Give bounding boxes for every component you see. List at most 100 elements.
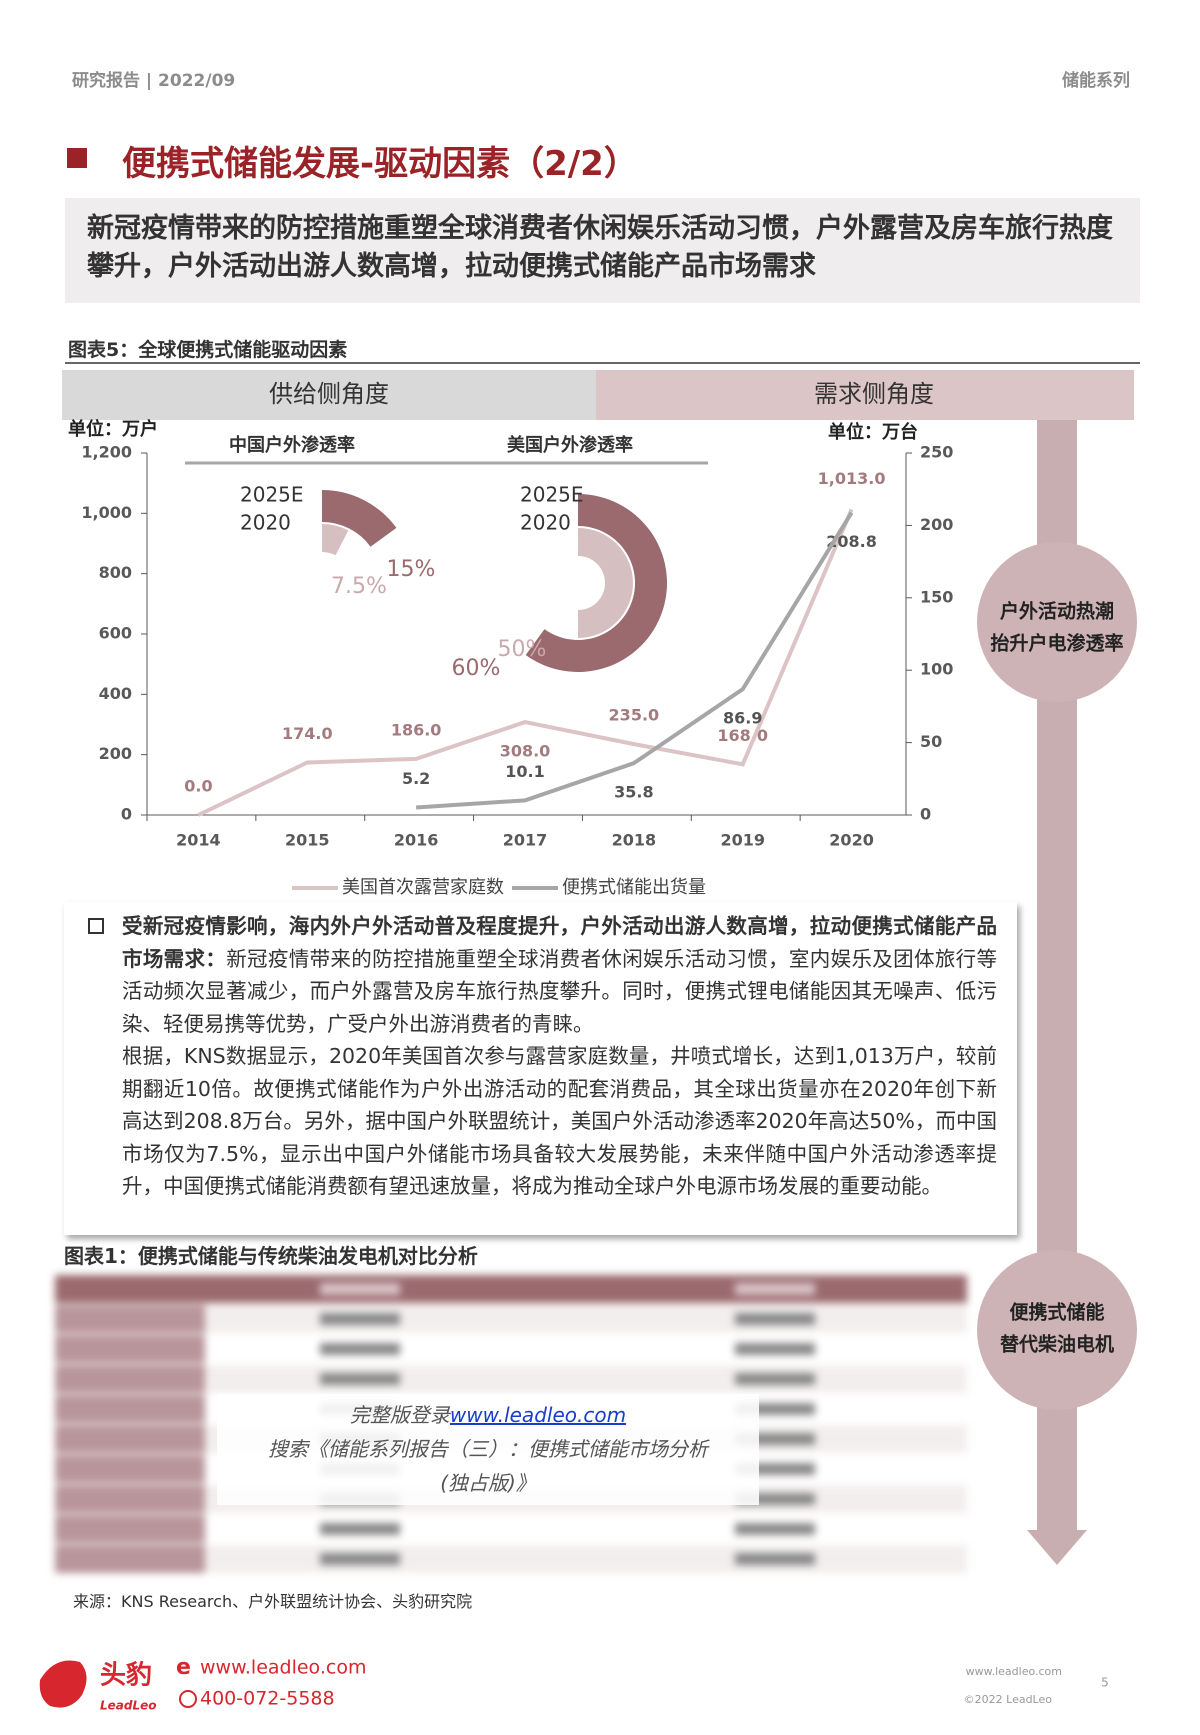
y-tick-label: 200 (99, 744, 132, 763)
watermark-prefix: 完整版登录 (349, 1403, 450, 1427)
header-right: 储能系列 (1062, 71, 1130, 91)
x-tick-label: 2020 (829, 831, 874, 850)
gauge-label: 2020 (520, 511, 571, 535)
bullet-block: 受新冠疫情影响，海内外户外活动普及程度提升，户外活动出游人数高增，拉动便携式储能… (64, 902, 1017, 1235)
blurred-cell (55, 1485, 205, 1513)
data-label: 235.0 (609, 706, 660, 725)
y2-tick-label: 200 (920, 515, 953, 534)
figure-caption: 图表1：便携式储能与传统柴油发电机对比分析 (64, 1244, 478, 1268)
y2-axis-label: 单位：万台 (828, 421, 918, 443)
bullet-icon (88, 918, 104, 934)
note-circle (977, 1250, 1137, 1410)
data-label: 35.8 (614, 783, 653, 802)
watermark-line: 搜索《储能系列报告（三）：便携式储能市场分析 (268, 1437, 708, 1461)
series-line (416, 511, 854, 810)
gauge-value: 60% (452, 656, 501, 681)
blurred-cell (55, 1275, 205, 1303)
y-tick-label: 1,000 (81, 503, 132, 522)
y2-tick-label: 150 (920, 587, 953, 606)
y2-tick-label: 100 (920, 660, 953, 679)
y-tick-label: 800 (99, 563, 132, 582)
side-note: 替代柴油电机 (1000, 1333, 1114, 1356)
watermark: 完整版登录www.leadleo.com 搜索《储能系列报告（三）：便携式储能市… (217, 1394, 759, 1505)
y-tick-label: 0 (121, 805, 132, 824)
side-note: 抬升户电渗透率 (990, 632, 1123, 655)
bullet-paragraph: 根据，KNS数据显示，2020年美国首次参与露营家庭数量，井喷式增长，达到1,0… (122, 1044, 997, 1198)
blurred-text (735, 1373, 815, 1385)
gauge-arc (322, 490, 397, 547)
blurred-cell (55, 1515, 205, 1543)
title: 便携式储能发展-驱动因素（2/2） (122, 144, 638, 184)
bullet-text: 新冠疫情带来的防控措施重塑全球消费者休闲娱乐活动习惯，室内娱乐及团体旅行等活动频… (122, 946, 998, 1036)
blurred-text (735, 1283, 815, 1295)
side-note: 便携式储能 (1009, 1301, 1104, 1324)
watermark-line: 完整版登录www.leadleo.com (217, 1398, 759, 1432)
blurred-text (735, 1343, 815, 1355)
copyright: ©2022 LeadLeo (964, 1693, 1053, 1706)
footer-site: www.leadleo.com (200, 1657, 366, 1679)
legend-label: 美国首次露营家庭数 (342, 877, 504, 898)
x-tick-label: 2019 (720, 831, 765, 850)
brand: 头豹 (100, 1660, 152, 1691)
data-label: 10.1 (505, 762, 544, 781)
blurred-cell (55, 1425, 205, 1453)
blurred-text (735, 1313, 815, 1325)
gauge-arc (322, 524, 349, 556)
data-label: 186.0 (391, 720, 442, 739)
blurred-text (320, 1373, 400, 1385)
watermark-line: (独占版)》 (440, 1471, 536, 1495)
gauge-arc (578, 528, 633, 638)
blurred-row (55, 1365, 967, 1393)
page-number: 5 (1101, 1676, 1109, 1690)
timeline-arrow (1027, 1530, 1087, 1565)
x-tick-label: 2018 (612, 831, 657, 850)
data-label: 0.0 (184, 777, 212, 796)
gauge-label: 2020 (240, 511, 291, 535)
footer: 头豹 LeadLeo e www.leadleo.com 400-072-558… (39, 1655, 1109, 1713)
summary: 新冠疫情带来的防控措施重塑全球消费者休闲娱乐活动习惯，户外露营及房车旅行热度攀升… (65, 198, 1140, 303)
tab-label: 需求侧角度 (814, 380, 934, 408)
data-label: 5.2 (402, 769, 430, 788)
y-tick-label: 400 (99, 684, 132, 703)
series-line (197, 508, 854, 817)
bullet-heading: 受新冠疫情影响，海内外户外活动普及程度提升，户外活动出游人数高增，拉动便携式储能… (122, 914, 997, 971)
note-circle (977, 542, 1137, 702)
data-label: 308.0 (500, 742, 551, 761)
blurred-row (55, 1545, 967, 1573)
blurred-row (55, 1515, 967, 1543)
blurred-text (320, 1283, 400, 1295)
legend-label: 便携式储能出货量 (562, 877, 706, 898)
blurred-cell (55, 1305, 205, 1333)
footer-site-small: www.leadleo.com (966, 1665, 1062, 1678)
gauge-title: 美国户外渗透率 (507, 434, 633, 456)
blurred-text (320, 1313, 400, 1325)
tab-demand (596, 370, 1134, 420)
x-tick-label: 2014 (176, 831, 221, 850)
blurred-cell (55, 1365, 205, 1393)
blurred-text (320, 1523, 400, 1535)
blurred-text (320, 1343, 400, 1355)
x-tick-label: 2016 (394, 831, 439, 850)
blurred-cell (55, 1335, 205, 1363)
y-tick-label: 600 (99, 624, 132, 643)
gauge-title: 中国户外渗透率 (229, 434, 355, 456)
blurred-text (320, 1553, 400, 1565)
brand-en: LeadLeo (100, 1699, 157, 1713)
icon-e: e (176, 1655, 191, 1680)
gauge-value: 50% (498, 637, 547, 662)
x-tick-label: 2015 (285, 831, 330, 850)
y-tick-label: 1,200 (81, 443, 132, 462)
blurred-cell (55, 1545, 205, 1573)
blurred-cell (55, 1455, 205, 1483)
header-left: 研究报告 | 2022/09 (72, 71, 236, 91)
x-tick-label: 2017 (503, 831, 548, 850)
y-axis-label: 单位：万户 (68, 418, 158, 440)
blurred-cell (55, 1395, 205, 1423)
gauge-value: 15% (387, 557, 436, 582)
logo-mark (39, 1660, 87, 1708)
watermark-link[interactable]: www.leadleo.com (449, 1403, 627, 1427)
bullet-paragraph: 受新冠疫情影响，海内外户外活动普及程度提升，户外活动出游人数高增，拉动便携式储能… (122, 910, 997, 1040)
tab-label: 供给侧角度 (269, 380, 389, 408)
